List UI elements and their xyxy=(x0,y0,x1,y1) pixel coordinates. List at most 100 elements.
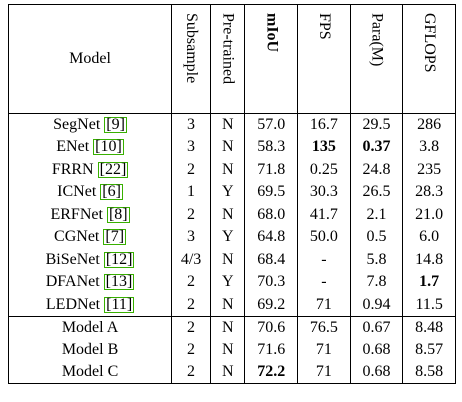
pretrained-cell: N xyxy=(209,248,245,271)
miou-cell: 71.8 xyxy=(244,158,298,181)
fps-cell: 41.7 xyxy=(297,203,351,226)
table-row: SegNet [9] 3 N 57.0 16.7 29.5 286 xyxy=(7,113,456,136)
table-row: CGNet [7] 3 Y 64.8 50.0 0.5 6.0 xyxy=(7,226,456,249)
gflops-cell: 14.8 xyxy=(402,248,456,271)
miou-cell: 69.5 xyxy=(244,181,298,204)
fps-cell: 71 xyxy=(297,338,351,361)
subsample-cell: 1 xyxy=(171,181,211,204)
citation-link[interactable]: [6] xyxy=(100,183,123,201)
miou-cell: 68.0 xyxy=(244,203,298,226)
comparison-table: Model Subsample Pre-trained mIoU FPS Par… xyxy=(7,4,456,384)
table-row: Model A 2 N 70.6 76.5 0.67 8.48 xyxy=(7,315,456,339)
subsample-cell: 2 xyxy=(171,361,211,384)
fps-cell: 71 xyxy=(297,361,351,384)
pretrained-cell: Y xyxy=(209,271,245,294)
model-cell: ENet [10] xyxy=(7,136,172,159)
header-subsample: Subsample xyxy=(171,4,211,114)
model-cell: Model A xyxy=(7,315,172,339)
para-cell: 2.1 xyxy=(349,203,403,226)
table-row: ERFNet [8] 2 N 68.0 41.7 2.1 21.0 xyxy=(7,203,456,226)
subsample-cell: 2 xyxy=(171,271,211,294)
para-cell: 0.94 xyxy=(349,293,403,316)
miou-cell: 70.3 xyxy=(244,271,298,294)
para-cell: 0.5 xyxy=(349,226,403,249)
model-cell: BiSeNet [12] xyxy=(7,248,172,271)
fps-cell: 30.3 xyxy=(297,181,351,204)
gflops-cell: 1.7 xyxy=(402,271,456,294)
gflops-cell: 8.48 xyxy=(402,315,456,339)
header-fps: FPS xyxy=(297,4,351,114)
subsample-cell: 3 xyxy=(171,136,211,159)
pretrained-cell: Y xyxy=(209,181,245,204)
pretrained-cell: N xyxy=(209,361,245,384)
gflops-cell: 8.58 xyxy=(402,361,456,384)
subsample-cell: 2 xyxy=(171,293,211,316)
gflops-cell: 3.8 xyxy=(402,136,456,159)
citation-link[interactable]: [13] xyxy=(103,273,135,291)
gflops-cell: 8.57 xyxy=(402,338,456,361)
miou-cell: 68.4 xyxy=(244,248,298,271)
fps-cell: 71 xyxy=(297,293,351,316)
table-row: BiSeNet [12] 4/3 N 68.4 - 5.8 14.8 xyxy=(7,248,456,271)
pretrained-cell: N xyxy=(209,136,245,159)
pretrained-cell: Y xyxy=(209,226,245,249)
para-cell: 7.8 xyxy=(349,271,403,294)
miou-cell: 64.8 xyxy=(244,226,298,249)
table-row: FRRN [22] 2 N 71.8 0.25 24.8 235 xyxy=(7,158,456,181)
model-cell: DFANet [13] xyxy=(7,271,172,294)
model-cell: FRRN [22] xyxy=(7,158,172,181)
header-para: Para(M) xyxy=(349,4,403,114)
model-cell: CGNet [7] xyxy=(7,226,172,249)
miou-cell: 57.0 xyxy=(244,113,298,136)
pretrained-cell: N xyxy=(209,315,245,339)
header-miou: mIoU xyxy=(244,4,298,114)
fps-cell: 76.5 xyxy=(297,315,351,339)
table-row: Model C 2 N 72.2 71 0.68 8.58 xyxy=(7,361,456,384)
model-cell: Model B xyxy=(7,338,172,361)
fps-cell: 0.25 xyxy=(297,158,351,181)
header-pretrained: Pre-trained xyxy=(209,4,245,114)
gflops-cell: 286 xyxy=(402,113,456,136)
para-cell: 0.68 xyxy=(349,361,403,384)
citation-link[interactable]: [8] xyxy=(106,205,130,223)
subsample-cell: 2 xyxy=(171,158,211,181)
model-cell: Model C xyxy=(7,361,172,384)
gflops-cell: 28.3 xyxy=(402,181,456,204)
model-cell: LEDNet [11] xyxy=(7,293,172,316)
header-row: Model Subsample Pre-trained mIoU FPS Par… xyxy=(7,4,456,114)
miou-cell: 69.2 xyxy=(244,293,298,316)
para-cell: 5.8 xyxy=(349,248,403,271)
model-cell: SegNet [9] xyxy=(7,113,172,136)
miou-cell: 58.3 xyxy=(244,136,298,159)
para-cell: 0.68 xyxy=(349,338,403,361)
subsample-cell: 2 xyxy=(171,203,211,226)
citation-link[interactable]: [10] xyxy=(93,138,124,156)
gflops-cell: 11.5 xyxy=(402,293,456,316)
table-row: ICNet [6] 1 Y 69.5 30.3 26.5 28.3 xyxy=(7,181,456,204)
pretrained-cell: N xyxy=(209,338,245,361)
citation-link[interactable]: [12] xyxy=(103,250,135,268)
fps-cell: - xyxy=(297,271,351,294)
model-cell: ICNet [6] xyxy=(7,181,172,204)
header-gflops: GFLOPS xyxy=(402,4,456,114)
para-cell: 24.8 xyxy=(349,158,403,181)
para-cell: 26.5 xyxy=(349,181,403,204)
pretrained-cell: N xyxy=(209,158,245,181)
fps-cell: 135 xyxy=(297,136,351,159)
citation-link[interactable]: [9] xyxy=(104,116,127,133)
subsample-cell: 3 xyxy=(171,226,211,249)
citation-link[interactable]: [11] xyxy=(104,295,135,313)
table-row: Model B 2 N 71.6 71 0.68 8.57 xyxy=(7,338,456,361)
table-row: LEDNet [11] 2 N 69.2 71 0.94 11.5 xyxy=(7,293,456,316)
model-cell: ERFNet [8] xyxy=(7,203,172,226)
citation-link[interactable]: [22] xyxy=(97,160,129,178)
pretrained-cell: N xyxy=(209,113,245,136)
subsample-cell: 3 xyxy=(171,113,211,136)
header-model: Model xyxy=(7,4,172,114)
fps-cell: - xyxy=(297,248,351,271)
miou-cell: 70.6 xyxy=(244,315,298,339)
gflops-cell: 6.0 xyxy=(402,226,456,249)
citation-link[interactable]: [7] xyxy=(103,228,127,246)
table-row: DFANet [13] 2 Y 70.3 - 7.8 1.7 xyxy=(7,271,456,294)
para-cell: 0.67 xyxy=(349,315,403,339)
